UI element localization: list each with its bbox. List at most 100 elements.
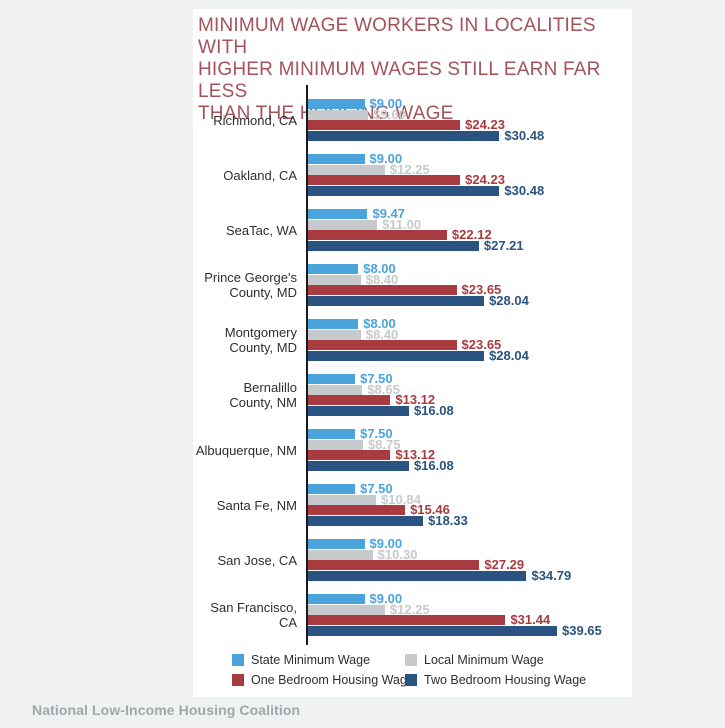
bar-two-bedroom bbox=[308, 570, 527, 581]
category-label: Richmond, CA bbox=[213, 112, 297, 128]
bar-group: $8.00 $8.40 $23.65 $28.04 bbox=[308, 262, 529, 308]
bar-value-label: $16.08 bbox=[413, 402, 454, 418]
bar-two-bedroom bbox=[308, 515, 424, 526]
bar-value-label: $34.79 bbox=[531, 567, 572, 583]
bar-line: $7.50 bbox=[308, 481, 468, 496]
bar-one-bedroom bbox=[308, 395, 391, 406]
chart-row: SeaTac, WA $9.47 $11.00 $22.12 $27.21 bbox=[193, 207, 632, 252]
bar-two-bedroom bbox=[308, 350, 485, 361]
source-attribution: National Low-Income Housing Coalition bbox=[32, 702, 301, 718]
bar-two-bedroom bbox=[308, 185, 500, 196]
bar-local-minimum bbox=[308, 274, 361, 285]
bar-value-label: $15.46 bbox=[410, 502, 450, 518]
bar-two-bedroom bbox=[308, 295, 485, 306]
bar-group: $9.00 $12.25 $31.44 $39.65 bbox=[308, 591, 602, 637]
chart-row: Prince George's County, MD $8.00 $8.40 $23… bbox=[193, 262, 632, 308]
bar-local-minimum bbox=[308, 549, 373, 560]
bar-value-label: $8.00 bbox=[363, 316, 396, 331]
legend-label: Local Minimum Wage bbox=[424, 653, 544, 667]
bar-value-label: $28.04 bbox=[489, 292, 529, 308]
bar-value-label: $9.60 bbox=[373, 106, 406, 122]
bar-group: $7.50 $10.84 $15.46 $18.33 bbox=[308, 481, 468, 528]
bar-state-minimum bbox=[308, 319, 359, 329]
legend-label: State Minimum Wage bbox=[251, 653, 371, 667]
bar-line: $8.00 bbox=[308, 316, 529, 331]
bar-group: $8.00 $8.40 $23.65 $28.04 bbox=[308, 316, 529, 362]
bar-local-minimum bbox=[308, 219, 378, 230]
bar-state-minimum bbox=[308, 429, 356, 439]
bar-line: $28.04 bbox=[308, 292, 529, 308]
bar-value-label: $9.00 bbox=[369, 591, 403, 606]
category-label: Albuquerque, NM bbox=[195, 442, 297, 458]
bar-line: $31.44 bbox=[308, 613, 602, 626]
bar-one-bedroom bbox=[308, 340, 457, 351]
bar-value-label: $7.50 bbox=[360, 481, 393, 496]
chart-row: Oakland, CA $9.00 $12.25 $24.23 $30.48 bbox=[193, 152, 632, 198]
bar-value-label: $13.12 bbox=[395, 447, 436, 463]
bar-group: $7.50 $8.65 $13.12 $16.08 bbox=[308, 371, 454, 418]
legend-item-two-bedroom: Two Bedroom Housing Wage bbox=[405, 673, 586, 687]
bar-value-label: $7.50 bbox=[360, 371, 393, 386]
bar-state-minimum bbox=[308, 594, 365, 604]
bar-value-label: $9.00 bbox=[369, 96, 403, 111]
bar-value-label: $8.40 bbox=[365, 326, 399, 342]
chart-panel: MINIMUM WAGE WORKERS IN LOCALITIES WITH … bbox=[193, 9, 632, 697]
bar-value-label: $23.65 bbox=[461, 337, 502, 353]
bar-value-label: $10.84 bbox=[381, 491, 421, 507]
bar-value-label: $8.40 bbox=[365, 271, 399, 287]
bar-local-minimum bbox=[308, 109, 369, 120]
bar-line: $23.65 bbox=[308, 337, 529, 353]
bar-group: $9.47 $11.00 $22.12 $27.21 bbox=[308, 207, 524, 252]
category-label: Bernalillo County, NM bbox=[229, 380, 297, 410]
bar-value-label: $11.00 bbox=[382, 216, 422, 232]
bar-line: $16.08 bbox=[308, 402, 454, 418]
bar-line: $11.00 bbox=[308, 216, 524, 232]
bar-line: $8.40 bbox=[308, 326, 529, 342]
bar-two-bedroom bbox=[308, 130, 500, 141]
bar-line: $24.23 bbox=[308, 118, 544, 131]
legend-label: Two Bedroom Housing Wage bbox=[424, 673, 587, 687]
bar-value-label: $30.48 bbox=[504, 182, 545, 198]
bar-state-minimum bbox=[308, 374, 356, 384]
bar-one-bedroom bbox=[308, 285, 457, 296]
bar-line: $15.46 bbox=[308, 502, 468, 518]
chart-row: San Francisco, CA $9.00 $12.25 $31.44 $39.6… bbox=[193, 591, 632, 637]
bar-line: $39.65 bbox=[308, 624, 602, 637]
bar-line: $23.65 bbox=[308, 283, 529, 296]
bar-line: $12.25 bbox=[308, 163, 544, 176]
category-label: San Francisco, CA bbox=[210, 600, 297, 630]
chart-row: Albuquerque, NM $7.50 $8.75 $13.12 $16.08 bbox=[193, 427, 632, 473]
category-label: Oakland, CA bbox=[223, 167, 297, 183]
category-label: SeaTac, WA bbox=[225, 222, 297, 238]
bar-group: $7.50 $8.75 $13.12 $16.08 bbox=[308, 427, 454, 473]
bar-value-label: $24.23 bbox=[465, 172, 505, 188]
legend-swatch-icon bbox=[405, 674, 417, 686]
chart-row: San Jose, CA $9.00 $10.30 $27.29 $34.79 bbox=[193, 536, 632, 583]
legend-item-state-minimum: State Minimum Wage bbox=[232, 653, 370, 667]
bar-local-minimum bbox=[308, 604, 385, 615]
bar-value-label: $22.12 bbox=[451, 227, 492, 243]
bar-two-bedroom bbox=[308, 625, 557, 636]
bar-line: $34.79 bbox=[308, 567, 572, 583]
bar-value-label: $16.08 bbox=[413, 457, 454, 473]
bar-value-label: $12.25 bbox=[389, 601, 430, 617]
bar-value-label: $9.00 bbox=[369, 536, 403, 551]
bar-value-label: $30.48 bbox=[504, 127, 545, 143]
bar-line: $9.00 bbox=[308, 536, 571, 551]
bar-two-bedroom bbox=[308, 240, 479, 251]
bar-line: $8.40 bbox=[308, 271, 529, 287]
bar-line: $27.29 bbox=[308, 558, 571, 571]
bar-value-label: $13.12 bbox=[395, 392, 436, 408]
bar-value-label: $18.33 bbox=[428, 512, 468, 528]
bar-line: $10.30 bbox=[308, 548, 571, 561]
chart-title: MINIMUM WAGE WORKERS IN LOCALITIES WITH … bbox=[198, 15, 601, 124]
bar-two-bedroom bbox=[308, 460, 409, 471]
bar-one-bedroom bbox=[308, 120, 461, 131]
bar-line: $12.25 bbox=[308, 601, 602, 617]
chart-row: Montgomery County, MD $8.00 $8.40 $23.65 $2… bbox=[193, 316, 632, 362]
bar-value-label: $8.75 bbox=[367, 436, 401, 452]
bar-one-bedroom bbox=[308, 230, 447, 241]
bar-line: $8.00 bbox=[308, 262, 529, 275]
bar-line: $7.50 bbox=[308, 427, 454, 440]
bar-local-minimum bbox=[308, 164, 385, 175]
